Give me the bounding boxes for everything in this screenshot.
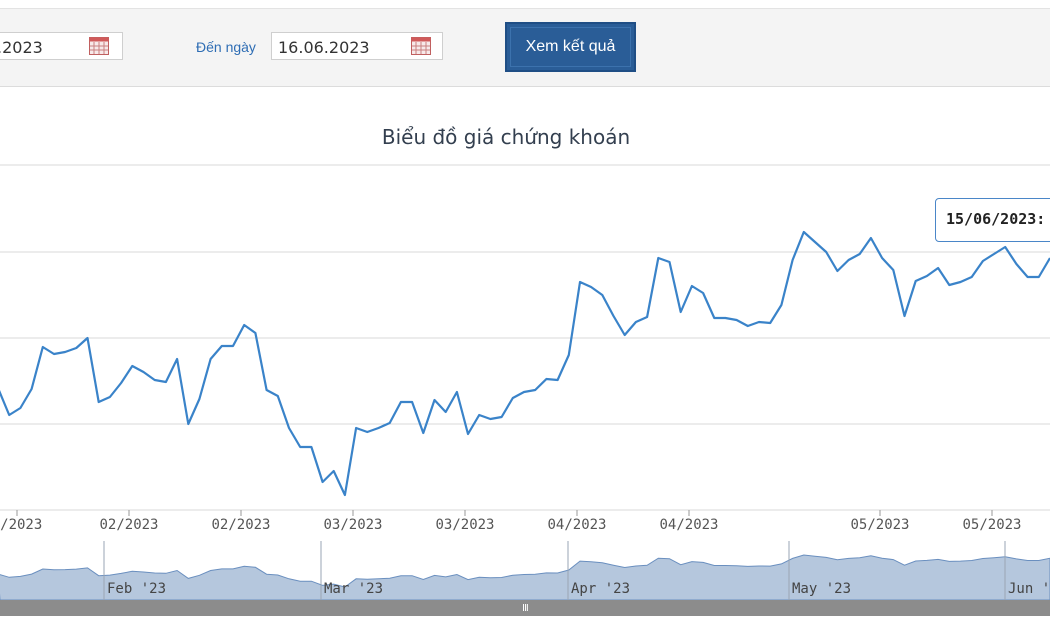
navigator-month-label: Mar '23 [324, 581, 383, 597]
x-tick-label: 04/2023 [547, 517, 606, 533]
calendar-icon[interactable] [411, 37, 431, 55]
top-border [0, 0, 1050, 9]
calendar-icon[interactable] [89, 37, 109, 55]
x-tick-label: 04/2023 [659, 517, 718, 533]
to-date-label: Đến ngày [196, 39, 256, 55]
scrollbar-grip-icon[interactable]: III [522, 603, 529, 614]
chart-title: Biểu đồ giá chứng khoán [381, 125, 631, 149]
price-chart[interactable]: 1/2023 02/2023 02/2023 03/2023 03/2023 04/202… [0, 160, 1050, 600]
to-date-value: 16.06.2023 [278, 38, 370, 57]
view-results-label: Xem kết quả [525, 38, 616, 55]
x-tick-label: 03/2023 [323, 517, 382, 533]
navigator-month-label: Feb '23 [107, 581, 166, 597]
navigator-month-label: May '23 [792, 581, 851, 597]
x-tick-label: 05/2023 [962, 517, 1021, 533]
navigator-month-label: Apr '23 [571, 581, 630, 597]
navigator[interactable]: Feb '23 Mar '23 Apr '23 May '23 Jun '2 [0, 541, 1050, 600]
tooltip-text: 15/06/2023: [946, 210, 1046, 228]
x-tick-label: 03/2023 [435, 517, 494, 533]
view-results-button[interactable]: Xem kết quả [505, 22, 636, 72]
x-tick-label: 05/2023 [850, 517, 909, 533]
navigator-scrollbar[interactable] [0, 600, 1050, 616]
x-tick-label: 02/2023 [99, 517, 158, 533]
x-tick-label: 02/2023 [211, 517, 270, 533]
x-tick-label: 1/2023 [0, 517, 42, 533]
grid-lines [0, 164, 1050, 511]
from-date-value: .2023 [0, 38, 43, 57]
date-filter-bar: .2023 Đến ngày 16.06.2023 Xem kết quả [0, 9, 1050, 87]
x-axis: 1/2023 02/2023 02/2023 03/2023 03/2023 04/202… [0, 510, 1022, 533]
navigator-month-label: Jun '2 [1008, 581, 1050, 597]
price-tooltip: 15/06/2023: [935, 198, 1050, 242]
price-series-line [0, 230, 1050, 497]
navigator-area [0, 554, 1050, 600]
